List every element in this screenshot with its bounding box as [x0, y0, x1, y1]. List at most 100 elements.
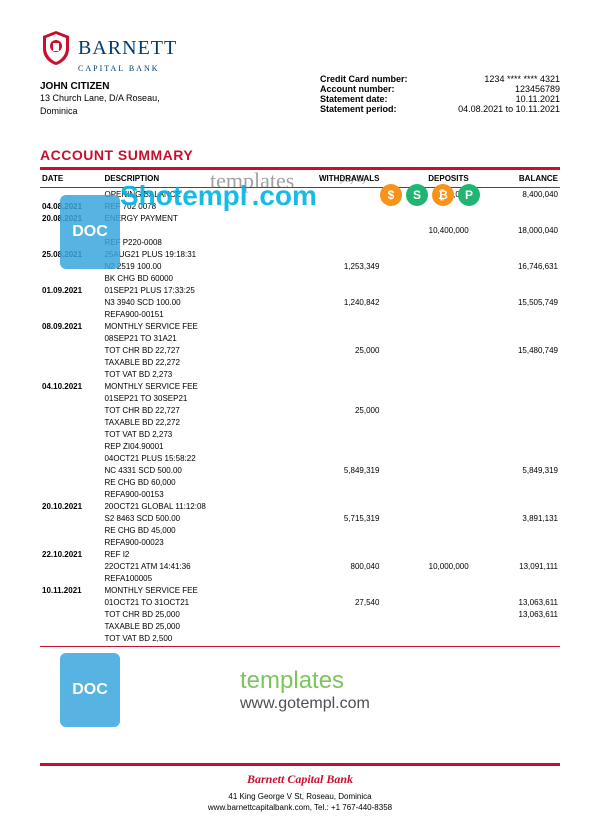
cell-date — [40, 356, 102, 368]
cell-date: 04.10.2021 — [40, 380, 102, 392]
cell-deposits — [381, 476, 470, 488]
cell-desc: N3 3940 SCD 100.00 — [102, 296, 292, 308]
cell-deposits — [381, 200, 470, 212]
cell-withdrawals: 1,253,349 — [292, 260, 381, 272]
cell-deposits — [381, 524, 470, 536]
cell-deposits — [381, 488, 470, 500]
footer-rule — [40, 763, 560, 766]
cell-deposits — [381, 452, 470, 464]
cell-deposits — [381, 212, 470, 224]
cell-balance — [471, 368, 560, 380]
cell-date — [40, 344, 102, 356]
col-date: DATE — [40, 170, 102, 187]
cell-withdrawals — [292, 536, 381, 548]
table-row: 20.08.2021ENERGY PAYMENT — [40, 212, 560, 224]
cell-withdrawals — [292, 452, 381, 464]
cell-deposits — [381, 356, 470, 368]
cell-balance: 15,480,749 — [471, 344, 560, 356]
cell-withdrawals — [292, 224, 381, 236]
cell-date — [40, 452, 102, 464]
table-row: TOT VAT BD 2,273 — [40, 368, 560, 380]
cell-desc: REP ZI04.90001 — [102, 440, 292, 452]
cell-deposits — [381, 260, 470, 272]
cell-withdrawals — [292, 332, 381, 344]
cell-withdrawals — [292, 500, 381, 512]
cell-desc: N2 2519 100.00 — [102, 260, 292, 272]
brand-subtitle: CAPITAL BANK — [78, 64, 177, 73]
cell-date: 20.10.2021 — [40, 500, 102, 512]
table-row: TAXABLE BD 22,272 — [40, 416, 560, 428]
table-row: TAXABLE BD 25,000 — [40, 620, 560, 632]
cell-desc: BK CHG BD 60000 — [102, 272, 292, 284]
table-row: 01.09.202101SEP21 PLUS 17:33:25 — [40, 284, 560, 296]
cell-balance — [471, 284, 560, 296]
cell-balance: 13,091,111 — [471, 560, 560, 572]
cell-balance — [471, 356, 560, 368]
cell-deposits — [381, 596, 470, 608]
cell-date — [40, 524, 102, 536]
cell-withdrawals — [292, 380, 381, 392]
cell-deposits — [381, 584, 470, 596]
cell-withdrawals — [292, 620, 381, 632]
footer-bank-name: Barnett Capital Bank — [40, 772, 560, 787]
cell-date — [40, 272, 102, 284]
cell-balance: 16,746,631 — [471, 260, 560, 272]
customer-addr1: 13 Church Lane, D/A Roseau, — [40, 92, 177, 105]
cell-desc: 01OCT21 TO 31OCT21 — [102, 596, 292, 608]
cell-deposits — [381, 416, 470, 428]
cell-date: 04.08.2021 — [40, 200, 102, 212]
cell-balance — [471, 248, 560, 260]
cell-withdrawals — [292, 488, 381, 500]
cell-deposits — [381, 620, 470, 632]
table-row: N2 2519 100.001,253,349 16,746,631 — [40, 260, 560, 272]
cell-desc: TAXABLE BD 22,272 — [102, 416, 292, 428]
cell-withdrawals — [292, 524, 381, 536]
cell-desc: MONTHLY SERVICE FEE — [102, 584, 292, 596]
cell-date — [40, 512, 102, 524]
cell-balance — [471, 320, 560, 332]
table-row: 10.11.2021MONTHLY SERVICE FEE — [40, 584, 560, 596]
cell-desc: REF 702 0078 — [102, 200, 292, 212]
cell-date — [40, 440, 102, 452]
cell-withdrawals — [292, 248, 381, 260]
cell-desc: TAXABLE BD 25,000 — [102, 620, 292, 632]
acct-label: Account number: — [320, 84, 430, 94]
cell-desc: REF P220-0008 — [102, 236, 292, 248]
cell-desc: 08SEP21 TO 31A21 — [102, 332, 292, 344]
col-balance: BALANCE — [471, 170, 560, 187]
table-row: TOT CHR BD 22,72725,00015,480,749 — [40, 344, 560, 356]
cell-balance: 13,063,611 — [471, 608, 560, 620]
cell-withdrawals: 5,849,319 — [292, 464, 381, 476]
cell-balance: 5,849,319 — [471, 464, 560, 476]
cell-deposits — [381, 464, 470, 476]
table-row: RE CHG BD 45,000 — [40, 524, 560, 536]
cell-date — [40, 188, 102, 200]
cell-date — [40, 296, 102, 308]
cell-balance — [471, 212, 560, 224]
cell-withdrawals — [292, 428, 381, 440]
cc-label: Credit Card number: — [320, 74, 430, 84]
cell-deposits — [381, 404, 470, 416]
cell-deposits — [381, 320, 470, 332]
date-label: Statement date: — [320, 94, 430, 104]
cell-date — [40, 428, 102, 440]
footer-contact: www.barnettcapitalbank.com, Tel.: +1 767… — [40, 802, 560, 813]
table-row: REFA900-00151 — [40, 308, 560, 320]
cell-withdrawals — [292, 188, 381, 200]
cell-deposits: 10,000,000 — [381, 560, 470, 572]
cell-desc: RE CHG BD 45,000 — [102, 524, 292, 536]
cell-deposits — [381, 296, 470, 308]
cell-withdrawals: 25,000 — [292, 344, 381, 356]
cell-date — [40, 368, 102, 380]
table-row: TOT VAT BD 2,500 — [40, 632, 560, 644]
transactions-table: DATE DESCRIPTION WITHDRAWALS DEPOSITS BA… — [40, 170, 560, 644]
table-row: 04.08.2021REF 702 0078 — [40, 200, 560, 212]
cell-desc: S2 8463 SCD 500.00 — [102, 512, 292, 524]
cell-desc — [102, 224, 292, 236]
cell-withdrawals — [292, 272, 381, 284]
cell-desc: 01SEP21 PLUS 17:33:25 — [102, 284, 292, 296]
watermark-doc-label-bottom: DOC — [72, 681, 108, 699]
customer-block: JOHN CITIZEN 13 Church Lane, D/A Roseau,… — [40, 81, 177, 117]
cell-date — [40, 560, 102, 572]
watermark-templates-green: templates — [240, 667, 370, 695]
